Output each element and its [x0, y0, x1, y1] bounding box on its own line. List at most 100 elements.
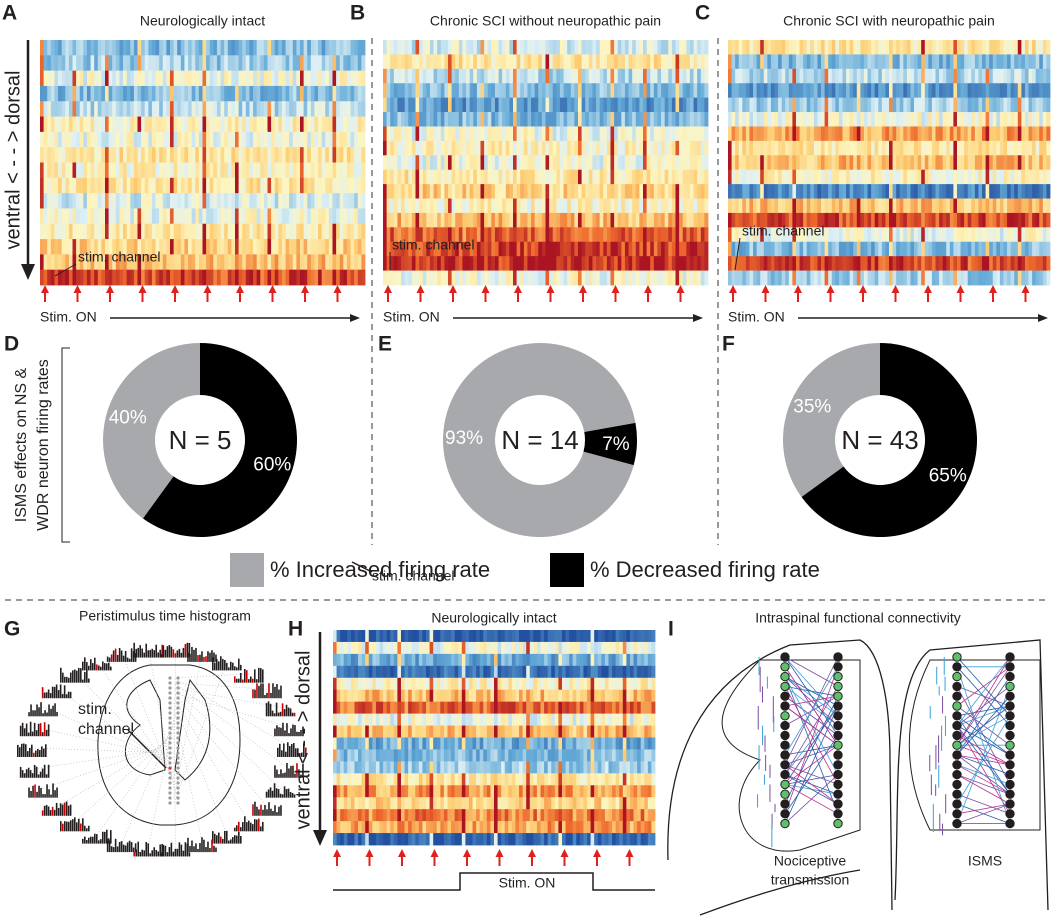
histogram-bar	[65, 694, 68, 699]
heatmap-cell	[1046, 140, 1051, 156]
heatmap-cell	[296, 239, 301, 255]
heatmap-cell	[585, 97, 590, 113]
heatmap-cell	[982, 68, 986, 84]
heatmap-cell	[523, 68, 528, 84]
heatmap-cell	[58, 101, 63, 117]
heatmap-cell	[996, 68, 1001, 84]
heatmap-cell	[249, 85, 254, 102]
heatmap-cell	[1003, 126, 1008, 142]
heatmap-cell	[745, 54, 750, 70]
heatmap-cell	[617, 155, 622, 171]
heatmap-cell	[1021, 241, 1026, 257]
heatmap-cell	[785, 256, 790, 271]
heatmap-cell	[437, 155, 442, 171]
heatmap-cell	[967, 112, 972, 127]
heatmap-cell	[310, 208, 315, 225]
heatmap-cell	[541, 227, 546, 243]
heatmap-cell	[462, 112, 467, 127]
heatmap-cell	[795, 270, 800, 286]
heatmap-cell	[867, 270, 872, 286]
heatmap-cell	[216, 177, 221, 194]
heatmap-cell	[689, 169, 694, 185]
heatmap-cell	[238, 193, 243, 209]
heatmap-cell	[781, 40, 786, 55]
heatmap-cell	[874, 169, 879, 185]
histogram-bar	[31, 731, 34, 737]
heatmap-cell	[310, 40, 315, 56]
heatmap-cell	[960, 227, 965, 243]
connector	[173, 697, 250, 823]
heatmap-cell	[1017, 198, 1022, 214]
histogram-bar	[25, 769, 28, 778]
heatmap-cell	[235, 177, 240, 194]
histogram-bar	[88, 678, 90, 683]
heatmap-cell	[404, 241, 409, 257]
heatmap-cell	[704, 198, 709, 214]
heatmap-cell	[50, 70, 55, 87]
heatmap-cell	[58, 85, 63, 102]
heatmap-cell	[220, 55, 225, 72]
histogram-bar	[259, 826, 262, 832]
heatmap-cell	[828, 212, 833, 228]
heatmap-cell	[763, 184, 768, 199]
heatmap-cell	[964, 83, 969, 99]
heatmap-cell	[1017, 212, 1022, 228]
heatmap-cell	[853, 241, 858, 257]
heatmap-cell	[996, 270, 1001, 286]
heatmap-cell	[599, 68, 604, 84]
heatmap-cell	[68, 239, 73, 255]
heatmap-cell	[361, 40, 366, 56]
heatmap-cell	[476, 169, 481, 185]
heatmap-cell	[871, 40, 876, 55]
heatmap-cell	[996, 198, 1001, 214]
heatmap-cell	[910, 68, 915, 84]
connector	[173, 677, 293, 749]
histogram-bar	[299, 753, 301, 757]
histogram-bar	[160, 852, 163, 857]
histogram-bar	[86, 662, 88, 671]
heatmap-cell	[469, 270, 474, 286]
heatmap-cell	[881, 241, 886, 257]
heatmap-cell	[119, 147, 124, 163]
heatmap-cell	[675, 198, 680, 214]
heatmap-cell	[130, 254, 135, 271]
heatmap-cell	[54, 131, 59, 148]
heatmap-cell	[856, 83, 861, 99]
heatmap-cell	[72, 147, 77, 163]
heatmap-cell	[343, 162, 348, 179]
heatmap-cell	[50, 131, 55, 148]
heatmap-cell	[393, 270, 398, 286]
heatmap-cell	[520, 68, 525, 84]
stim-arrow-head	[729, 285, 737, 293]
heatmap-cell	[892, 112, 897, 127]
heatmap-cell	[318, 239, 323, 255]
heatmap-cell	[487, 140, 492, 156]
heatmap-cell	[94, 116, 99, 133]
histogram-bar	[215, 847, 217, 853]
heatmap-cell	[148, 55, 153, 72]
heatmap-cell	[253, 223, 258, 240]
heatmap-cell	[689, 227, 694, 243]
heatmap-cell	[643, 198, 648, 214]
histogram-bar	[106, 838, 109, 853]
heatmap-cell	[949, 198, 954, 214]
heatmap-cell	[928, 68, 933, 84]
heatmap-cell	[332, 116, 337, 133]
heatmap-cell	[996, 83, 1001, 99]
heatmap-cell	[415, 270, 420, 286]
histogram-bar	[226, 830, 228, 844]
heatmap-cell	[484, 155, 489, 171]
heatmap-cell	[126, 254, 131, 271]
heatmap-cell	[314, 116, 319, 133]
heatmap-cell	[792, 198, 797, 214]
heatmap-cell	[541, 83, 546, 99]
heatmap-cell	[144, 40, 149, 56]
heatmap-cell	[885, 126, 890, 142]
heatmap-cell	[513, 198, 518, 214]
heatmap-cell	[635, 97, 640, 113]
histogram-bar	[172, 851, 175, 857]
heatmap-cell	[386, 155, 391, 171]
heatmap-cell	[249, 147, 254, 163]
heatmap-cell	[942, 270, 947, 286]
heatmap-cell	[545, 270, 550, 286]
